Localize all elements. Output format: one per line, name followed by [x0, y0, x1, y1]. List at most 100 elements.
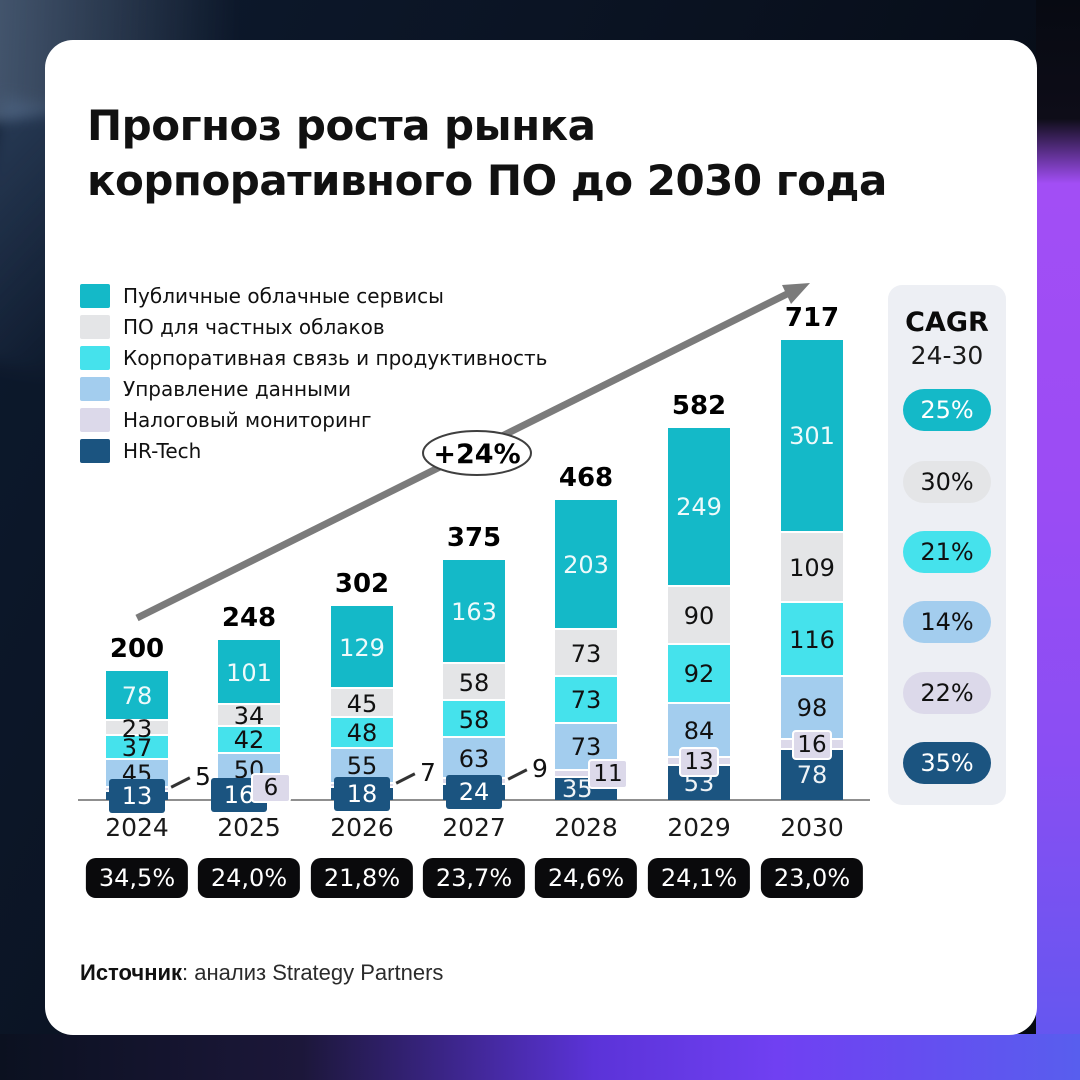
- bar-value-label: 58: [458, 668, 490, 697]
- bar-segment: [218, 705, 280, 727]
- legend-swatch-icon: [80, 345, 110, 370]
- tax-value-chip: 13: [679, 746, 719, 777]
- bar-value-callout: 9: [532, 753, 548, 783]
- stacked-bar-chart: 13 5 45 37 23 78 200 2024 34,5% 16 6 50 42 34 101 248 20…: [45, 40, 1037, 1035]
- cagr-pill: 14%: [903, 601, 991, 643]
- infographic-card: Прогноз роста рынка корпоративного ПО до…: [45, 40, 1037, 1035]
- legend-item: Управление данными: [80, 376, 547, 401]
- bar-value-label: 109: [789, 553, 835, 582]
- bar-value-label: 78: [121, 682, 153, 711]
- bar-value-callout: 7: [420, 758, 436, 788]
- hr-value-chip: 18: [334, 777, 390, 812]
- bar-value-label: 203: [563, 551, 609, 580]
- background-purple-strip: [1036, 0, 1080, 1080]
- growth-badge: 24,6%: [534, 858, 638, 898]
- bar-value-label: 98: [796, 694, 828, 723]
- growth-badge: 23,7%: [422, 858, 526, 898]
- bar-value-label: 78: [796, 760, 828, 789]
- bar-value-label: 73: [570, 686, 602, 715]
- hr-value-chip: 16: [211, 777, 267, 812]
- trend-annotation-ellipse: [422, 430, 532, 476]
- legend-swatch-icon: [80, 376, 110, 401]
- bar-value-label: 73: [570, 733, 602, 762]
- bar-total-label: 582: [671, 390, 727, 421]
- cagr-panel-title: CAGR: [905, 307, 989, 338]
- bar-value-label: 101: [226, 658, 272, 687]
- bar-segment: [106, 721, 168, 736]
- source-text: : анализ Strategy Partners: [182, 960, 444, 985]
- growth-badge: 34,5%: [85, 858, 189, 898]
- bar-value-callout: 5: [195, 762, 211, 792]
- cagr-pill: 35%: [903, 742, 991, 784]
- growth-badge: 24,1%: [647, 858, 751, 898]
- bar-value-label: 90: [683, 602, 715, 631]
- bar-segment: [555, 676, 617, 724]
- bar-value-label: 116: [789, 625, 835, 654]
- bar-value-label: 129: [339, 633, 385, 662]
- bar-value-label: 301: [789, 422, 835, 451]
- page-title-line-1: Прогноз роста рынка: [87, 101, 596, 150]
- bar-segment: [781, 532, 843, 603]
- tax-value-chip: 6: [251, 772, 291, 803]
- arrow-head-icon: [782, 283, 810, 304]
- bar-segment: [331, 689, 393, 718]
- legend-item: Корпоративная связь и продуктивность: [80, 345, 547, 370]
- bar-segment: [668, 427, 730, 588]
- hr-value-chip: 13: [109, 778, 165, 813]
- legend-item: ПО для частных облаков: [80, 314, 547, 339]
- cagr-pill: 25%: [903, 389, 991, 431]
- growth-badge: 24,0%: [197, 858, 301, 898]
- bar-segment: [555, 770, 617, 778]
- x-axis-tick-label: 2026: [330, 813, 394, 842]
- bar-total-label: 717: [784, 302, 840, 333]
- page-title: Прогноз роста рынка корпоративного ПО до…: [87, 98, 887, 209]
- trend-annotation-label: +24%: [433, 439, 520, 470]
- bar-value-label: 92: [683, 660, 715, 689]
- bar-segment: [331, 717, 393, 749]
- tax-value-chip: 11: [588, 759, 628, 790]
- legend-item: HR-Tech: [80, 438, 547, 463]
- x-axis-tick-label: 2025: [217, 813, 281, 842]
- bar-segment: [555, 630, 617, 677]
- bar-segment: [555, 500, 617, 631]
- legend-item-label: Налоговый мониторинг: [123, 407, 372, 432]
- bar-value-label: 73: [570, 639, 602, 668]
- bar-total-label: 200: [109, 634, 165, 665]
- legend-item: Публичные облачные сервисы: [80, 283, 547, 308]
- callout-line: [507, 768, 528, 781]
- bar-value-label: 58: [458, 705, 490, 734]
- callout-line: [395, 772, 416, 785]
- bar-segment: [331, 606, 393, 690]
- x-axis-tick-label: 2030: [780, 813, 844, 842]
- bar-value-label: 55: [346, 752, 378, 781]
- x-axis-tick-label: 2029: [667, 813, 731, 842]
- page-title-line-2: корпоративного ПО до 2030 года: [87, 156, 887, 206]
- chart-legend: Публичные облачные сервисы ПО для частных…: [80, 283, 547, 463]
- cagr-panel: CAGR 24-30 25% 30% 21% 14% 22% 35%: [888, 285, 1006, 805]
- bar-value-label: 48: [346, 719, 378, 748]
- legend-item-label: ПО для частных облаков: [123, 314, 385, 339]
- source-note: Источник: анализ Strategy Partners: [80, 960, 443, 986]
- callout-line: [170, 776, 191, 789]
- cagr-pill: 30%: [903, 461, 991, 503]
- x-axis-tick-label: 2027: [442, 813, 506, 842]
- bar-value-label: 84: [683, 716, 715, 745]
- x-axis-tick-label: 2028: [554, 813, 618, 842]
- legend-swatch-icon: [80, 314, 110, 339]
- trend-arrow: +24%: [135, 283, 810, 622]
- bar-segment: [443, 559, 505, 665]
- bar-value-label: 249: [676, 493, 722, 522]
- hr-value-chip: 24: [446, 775, 502, 810]
- bar-value-label: 37: [121, 733, 153, 762]
- legend-swatch-icon: [80, 438, 110, 463]
- legend-swatch-icon: [80, 407, 110, 432]
- tax-value-chip: 16: [792, 729, 832, 760]
- bar-segment: [443, 664, 505, 702]
- legend-item: Налоговый мониторинг: [80, 407, 547, 432]
- growth-badge: 23,0%: [760, 858, 864, 898]
- bar-segment: [218, 726, 280, 754]
- cagr-panel-subtitle: 24-30: [910, 341, 984, 370]
- bar-segment: [106, 671, 168, 722]
- growth-badge: 21,8%: [310, 858, 414, 898]
- bar-value-label: 35: [562, 774, 593, 803]
